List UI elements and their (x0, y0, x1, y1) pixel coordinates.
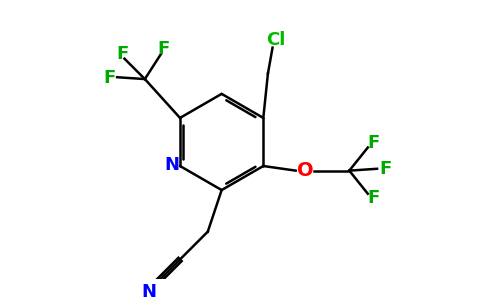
Text: F: F (104, 69, 116, 87)
Text: F: F (157, 40, 169, 58)
Text: F: F (367, 189, 379, 207)
Text: N: N (141, 283, 156, 300)
Text: Cl: Cl (267, 31, 286, 49)
Text: N: N (164, 156, 179, 174)
Text: O: O (297, 161, 313, 180)
Text: F: F (367, 134, 379, 152)
Text: F: F (379, 160, 392, 178)
Text: F: F (117, 45, 129, 63)
